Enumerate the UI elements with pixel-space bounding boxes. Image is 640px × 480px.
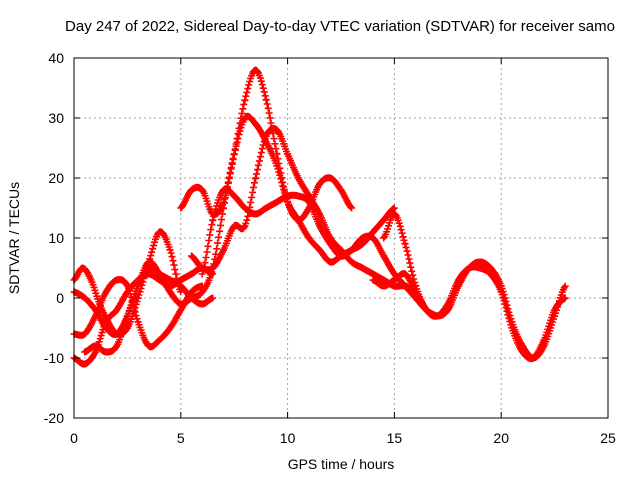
x-tick-label: 20 <box>493 430 509 446</box>
series-group <box>70 66 569 368</box>
x-tick-label: 10 <box>280 430 296 446</box>
grid <box>74 58 608 418</box>
series-points <box>198 185 441 320</box>
chart-title: Day 247 of 2022, Sidereal Day-to-day VTE… <box>65 18 615 35</box>
x-tick-label: 15 <box>387 430 403 446</box>
y-tick-label: 0 <box>56 290 64 306</box>
series-track-10 <box>380 210 569 363</box>
y-tick-label: 30 <box>48 110 64 126</box>
series-track-8 <box>198 185 441 320</box>
x-tick-label: 25 <box>600 430 616 446</box>
x-tick-label: 5 <box>177 430 185 446</box>
y-tick-label: 20 <box>48 170 64 186</box>
x-tick-label: 0 <box>70 430 78 446</box>
x-axis-label: GPS time / hours <box>287 456 395 472</box>
y-tick-label: -20 <box>44 410 64 426</box>
series-points <box>380 210 569 363</box>
ticks: 0 5 10 15 20 25 -20 -10 0 10 20 30 40 <box>44 50 616 446</box>
y-tick-label: 10 <box>48 230 64 246</box>
y-tick-label: 40 <box>48 50 64 66</box>
y-tick-label: -10 <box>44 350 64 366</box>
